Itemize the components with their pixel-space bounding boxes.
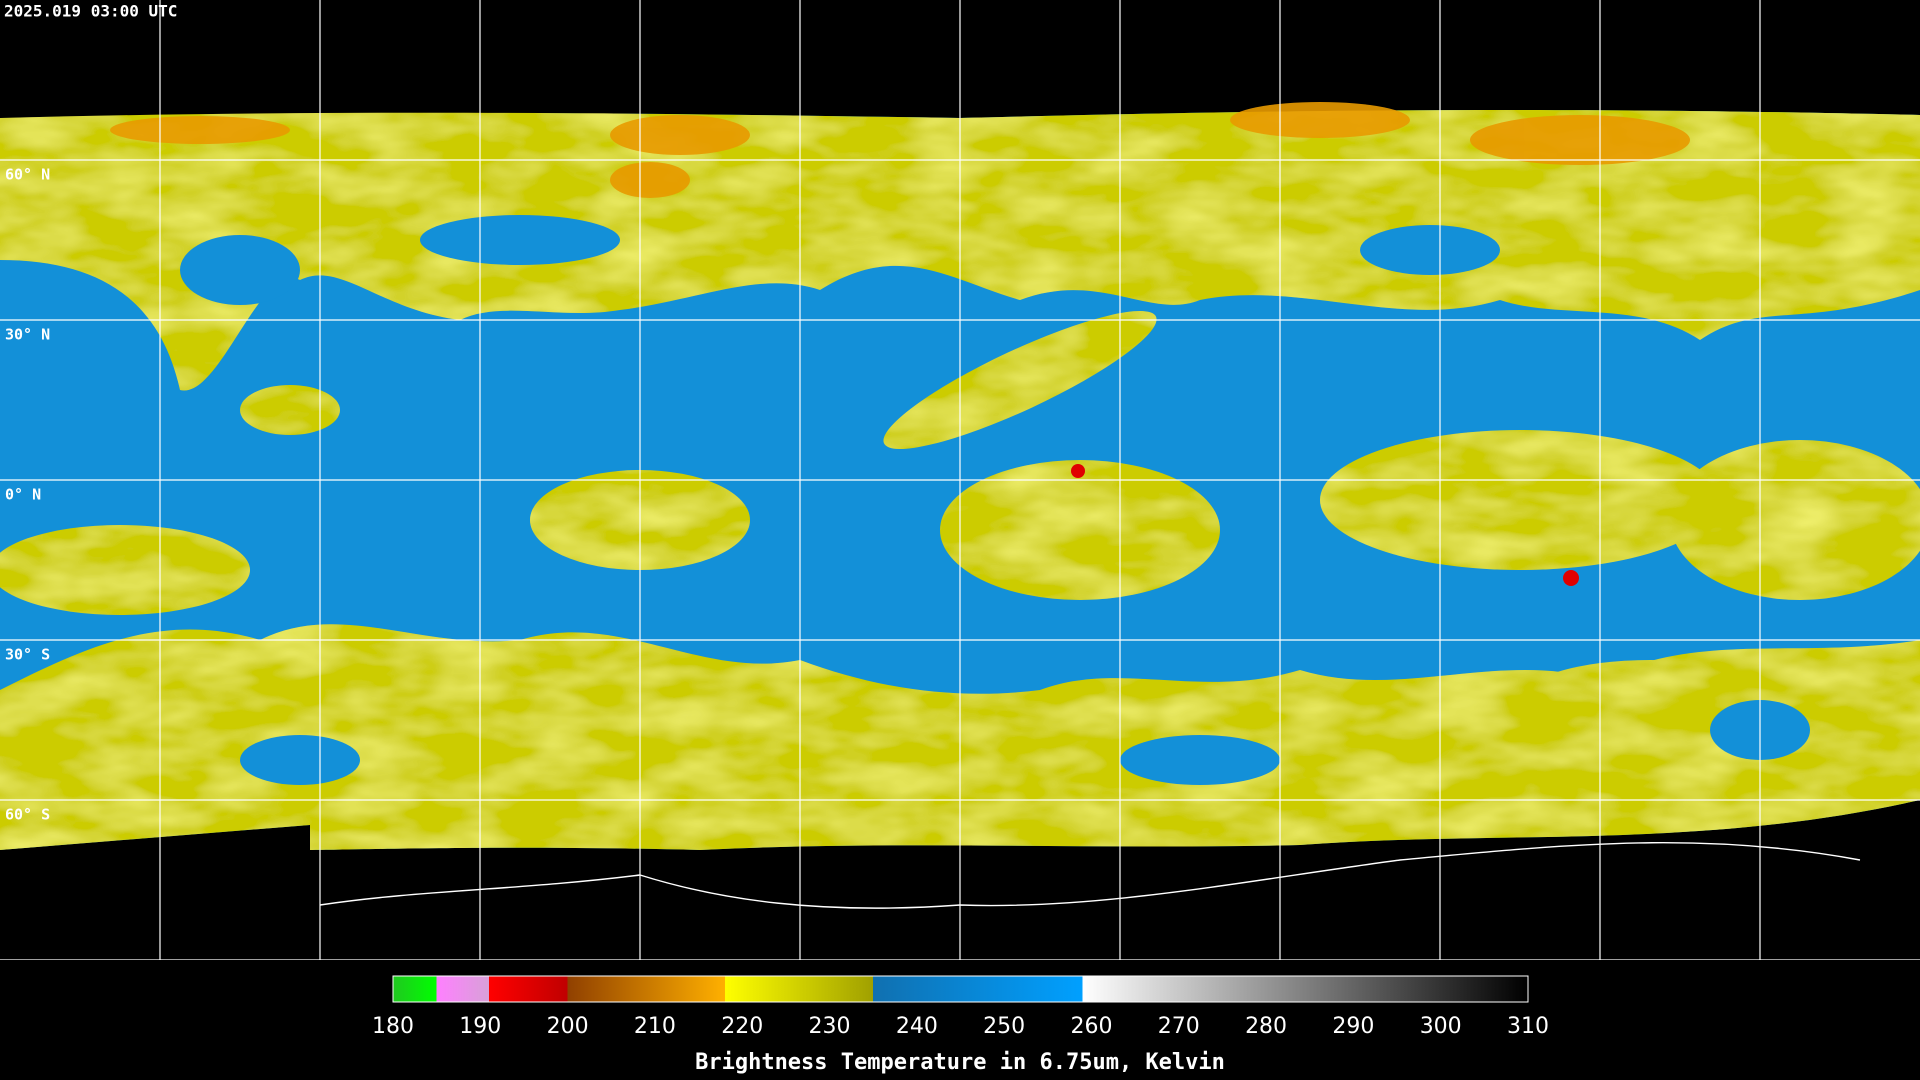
latitude-label: 30° S xyxy=(5,646,50,664)
colorbar-tick-label: 290 xyxy=(1332,1014,1374,1039)
colorbar-tick-label: 270 xyxy=(1158,1014,1200,1039)
colorbar-tick-label: 240 xyxy=(896,1014,938,1039)
coastline xyxy=(319,841,1861,909)
colorbar-tick-label: 310 xyxy=(1507,1014,1549,1039)
latitude-label: 30° N xyxy=(5,326,50,344)
colorbar-tick-label: 230 xyxy=(809,1014,851,1039)
colorbar-tick-label: 190 xyxy=(459,1014,501,1039)
colorbar xyxy=(392,975,1529,1003)
colorbar-tick-label: 300 xyxy=(1420,1014,1462,1039)
colorbar-tick-label: 180 xyxy=(372,1014,414,1039)
deep-convection xyxy=(1071,464,1579,586)
colorbar-label: Brightness Temperature in 6.75um, Kelvin xyxy=(695,1050,1225,1075)
latitude-label: 60° S xyxy=(5,806,50,824)
colorbar-tick-label: 220 xyxy=(721,1014,763,1039)
colorbar-tick-label: 280 xyxy=(1245,1014,1287,1039)
cold-patches xyxy=(110,102,1690,198)
timestamp: 2025.019 03:00 UTC xyxy=(4,2,177,21)
colorbar-tick-label: 250 xyxy=(983,1014,1025,1039)
colorbar-tick-label: 260 xyxy=(1070,1014,1112,1039)
colorbar-tick-label: 200 xyxy=(547,1014,589,1039)
latitude-label: 0° N xyxy=(5,486,41,504)
colorbar-tick-label: 210 xyxy=(634,1014,676,1039)
latitude-label: 60° N xyxy=(5,166,50,184)
